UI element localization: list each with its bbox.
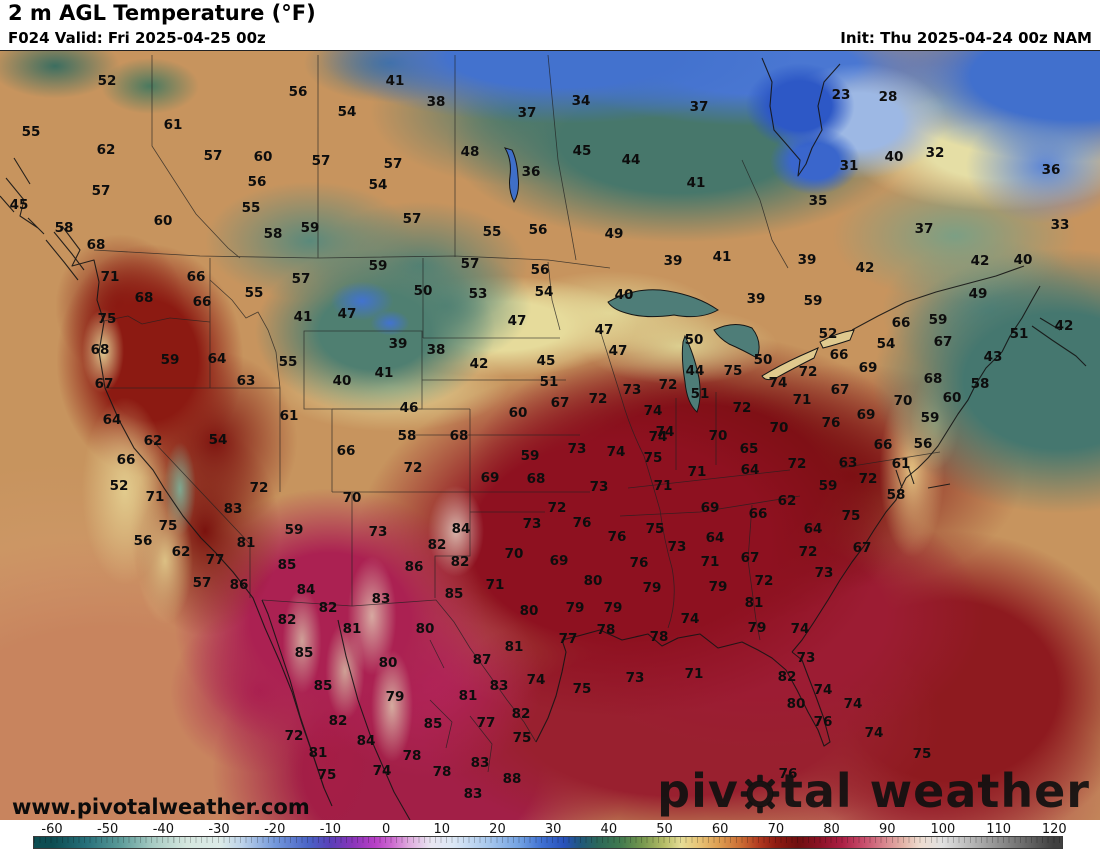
header-bar: 2 m AGL Temperature (°F) F024 Valid: Fri… — [0, 0, 1100, 50]
colorbar-tick-label: -60 — [41, 822, 63, 837]
colorbar-area: -60 -50 -40 -30 -20 -10 0 10 20 30 40 50 60 70 80 90 100… — [0, 820, 1100, 850]
colorbar-tick-label: 50 — [656, 822, 673, 837]
brand-watermark: piv tal weather — [657, 764, 1090, 818]
colorbar — [33, 836, 1063, 849]
colorbar-tick-label: 60 — [711, 822, 729, 837]
colorbar-tick-label: 0 — [381, 822, 391, 837]
brand-text-post: tal weather — [780, 764, 1090, 818]
colorbar-tick-label: -10 — [319, 822, 342, 837]
colorbar-tick-label: 120 — [1041, 822, 1067, 837]
gear-icon — [740, 774, 780, 814]
colorbar-tick-label: -40 — [152, 822, 174, 837]
page-title: 2 m AGL Temperature (°F) — [8, 1, 316, 25]
valid-time-label: F024 Valid: Fri 2025-04-25 00z — [8, 29, 266, 47]
colorbar-tick-label: 80 — [823, 822, 840, 837]
colorbar-tick-label: 30 — [544, 822, 562, 837]
colorbar-segment-ticks — [34, 837, 1062, 844]
colorbar-tick-label: -50 — [97, 822, 119, 837]
colorbar-tick-label: -30 — [208, 822, 230, 837]
colorbar-tick-label: 20 — [489, 822, 506, 837]
colorbar-tick-label: 90 — [878, 822, 896, 837]
colorbar-tick-label: 70 — [767, 822, 785, 837]
site-url-watermark: www.pivotalweather.com — [12, 795, 310, 819]
temperature-field-map — [0, 50, 1100, 820]
colorbar-tick-label: 110 — [986, 822, 1012, 837]
brand-text-pre: piv — [657, 764, 739, 818]
colorbar-tick-label: 100 — [930, 822, 956, 837]
init-time-label: Init: Thu 2025-04-24 00z NAM — [840, 29, 1092, 47]
colorbar-tick-label: 40 — [600, 822, 618, 837]
colorbar-tick-label: -20 — [264, 822, 286, 837]
colorbar-tick-label: 10 — [433, 822, 451, 837]
